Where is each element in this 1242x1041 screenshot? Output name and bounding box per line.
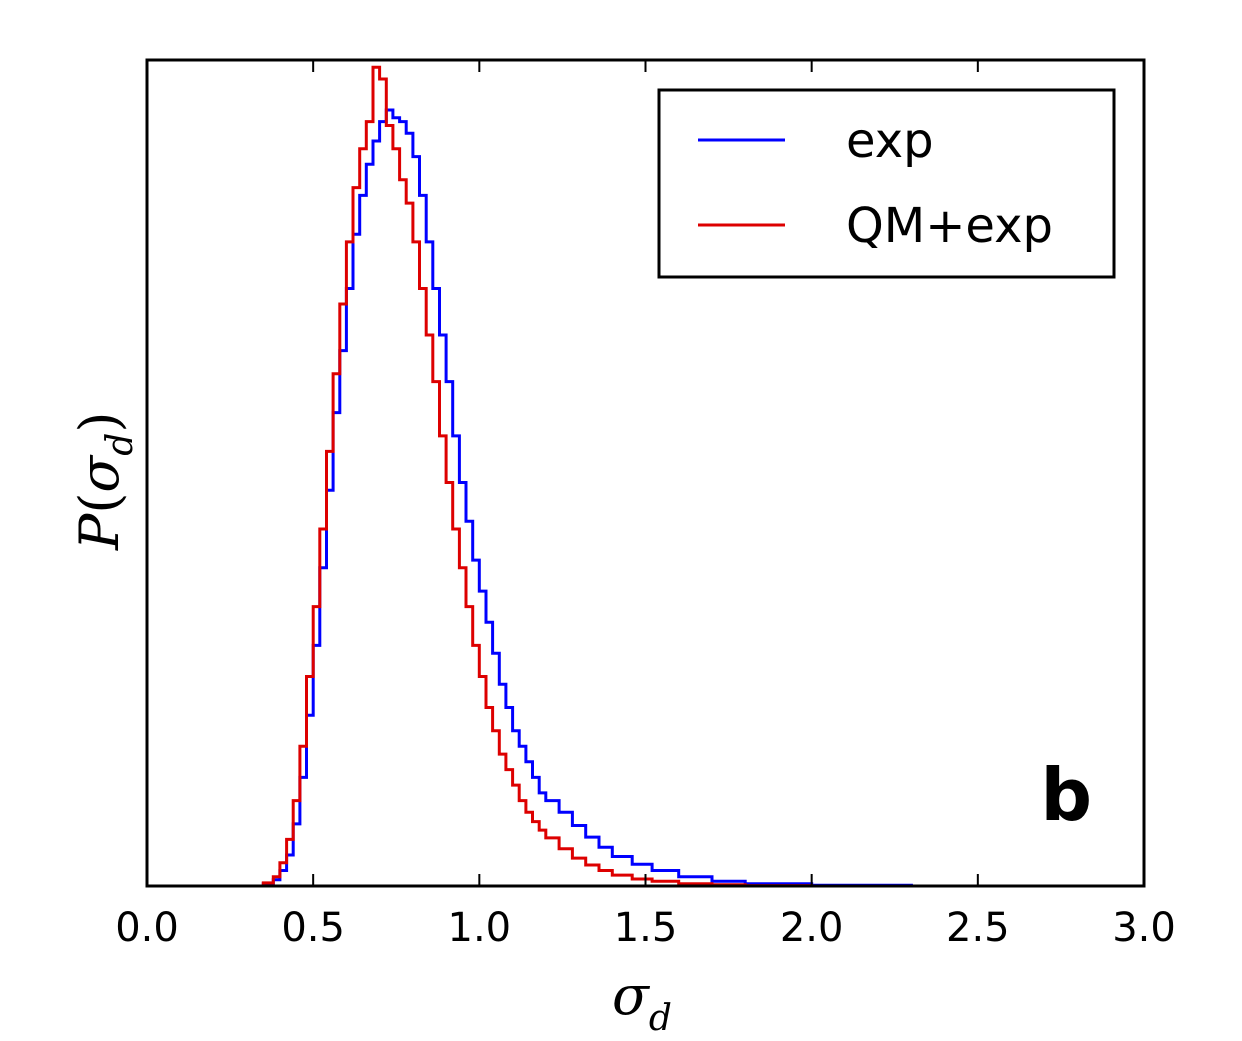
legend-label-exp: exp <box>846 113 934 169</box>
x-axis-ticks: 0.0 0.5 1.0 1.5 2.0 2.5 3.0 <box>115 60 1176 951</box>
x-tick-label: 0.5 <box>281 905 345 951</box>
x-axis-label-base: σ <box>612 964 651 1027</box>
x-axis-label: σd <box>612 964 672 1039</box>
x-tick-label: 2.5 <box>946 905 1010 951</box>
series-qm-exp-line <box>147 65 1144 888</box>
legend: exp QM+exp <box>657 88 1116 279</box>
x-tick-label: 1.0 <box>448 905 512 951</box>
legend-box <box>657 88 1116 279</box>
y-axis-label-sub: d <box>100 433 141 456</box>
x-tick-label: 2.0 <box>780 905 844 951</box>
x-tick-label: 0.0 <box>115 905 179 951</box>
y-axis-label-close: ) <box>68 412 131 433</box>
series-layer <box>147 65 1144 888</box>
x-tick-label: 3.0 <box>1112 905 1176 951</box>
x-tick-label: 1.5 <box>614 905 678 951</box>
x-axis-label-sub: d <box>649 998 672 1039</box>
legend-label-qm-exp: QM+exp <box>846 198 1053 254</box>
y-axis-label-var: σ <box>68 454 131 493</box>
panel-label: b <box>1040 753 1092 837</box>
y-axis-label-open: ( <box>68 493 131 514</box>
y-axis-label: P(σd) <box>68 412 141 551</box>
y-axis-label-func: P <box>68 512 131 551</box>
